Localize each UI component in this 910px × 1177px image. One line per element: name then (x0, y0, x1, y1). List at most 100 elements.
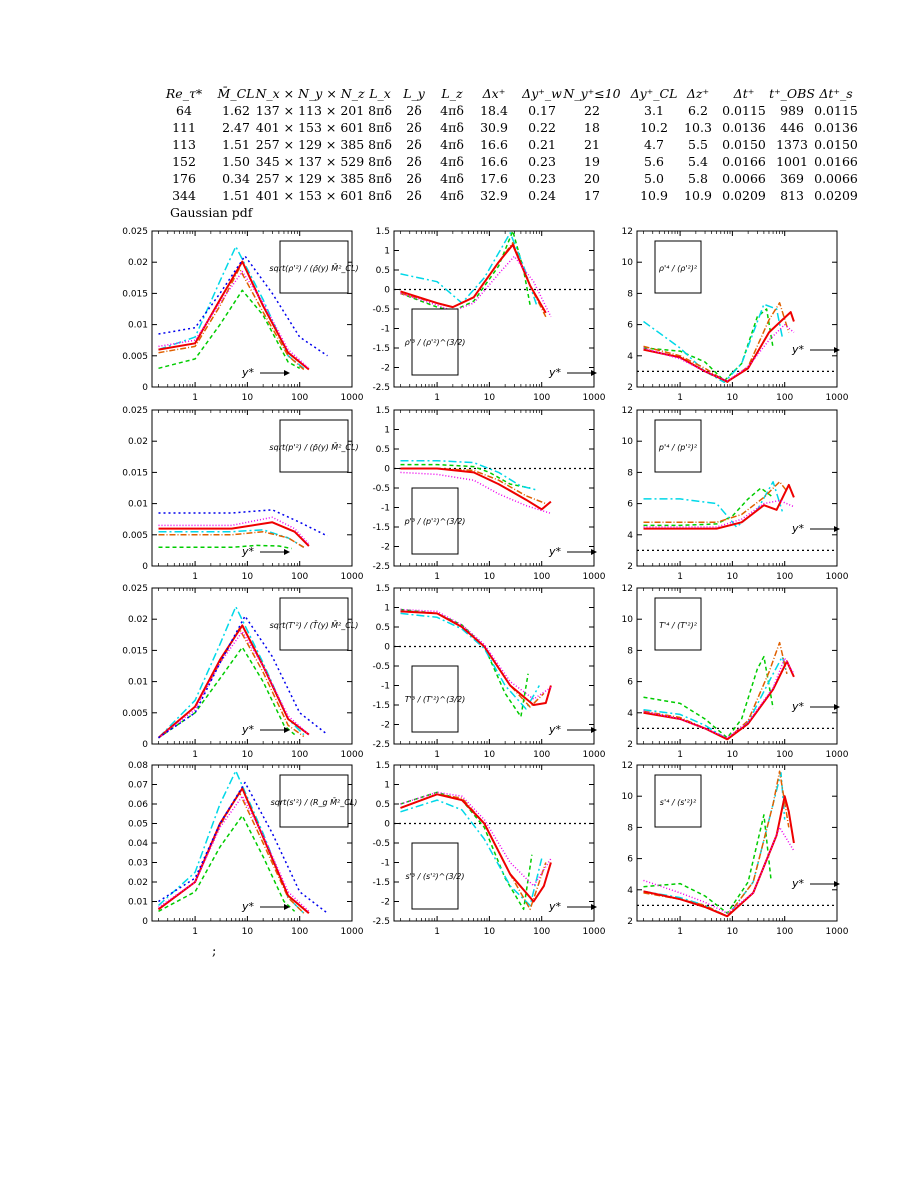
legend-cell: 0.23 (528, 154, 556, 169)
header-ny: N_y⁺≤10 (563, 86, 621, 101)
chart-panel: 1 10 100 1000 -2.5 -2 -1.5 -1 -0.5 0 0.5 1 1.5 ρ'³ / … (372, 227, 605, 403)
x-tick-label: 10 (727, 572, 739, 582)
legend-cell: 0.0166 (814, 154, 858, 169)
y-tick-label: -2 (381, 898, 390, 908)
series-line (643, 481, 784, 528)
x-tick-label: 10 (242, 572, 254, 582)
x-tick-label: 100 (533, 572, 550, 582)
x-tick-label: 100 (291, 572, 308, 582)
y-tick-label: 0.05 (128, 820, 148, 830)
y-star-label: y* (241, 723, 255, 736)
x-tick-label: 1 (192, 572, 198, 582)
y-tick-label: 0.01 (128, 678, 148, 688)
y-tick-label: -2 (381, 543, 390, 553)
y-tick-label: 0.08 (128, 761, 148, 771)
legend-table: Re_τ* M̄_CL N_x × N_y × N_z L_x L_y L_z … (112, 86, 872, 222)
y-tick-label: 0 (384, 820, 390, 830)
plot-frame (151, 587, 353, 745)
series-line (400, 459, 537, 491)
series-line (643, 481, 788, 524)
legend-cell: 10.2 (640, 120, 668, 135)
series-line (400, 608, 552, 700)
y-tick-label: -0.5 (372, 662, 390, 672)
legend-cell: 8πδ (368, 154, 392, 169)
y-tick-label: 0 (142, 917, 148, 927)
x-tick-label: 1 (434, 750, 440, 760)
legend-cell: 22 (584, 103, 600, 118)
y-tick-label: 0.5 (376, 445, 390, 455)
series-line (158, 544, 292, 550)
legend-cell: 0.17 (528, 103, 556, 118)
series-line (158, 509, 328, 537)
y-tick-label: -1.5 (372, 701, 390, 711)
formula-label: sqrt(T'²) / (T̄(y) M̄²_CL) (270, 620, 359, 630)
y-tick-label: 1.5 (376, 227, 390, 237)
legend-cell: 401 × 153 × 601 (255, 120, 365, 135)
y-tick-label: -2 (381, 721, 390, 731)
legend-row: 111 2.47 401 × 153 × 601 8πδ 2δ 4πδ 30.9 0.22 18… (112, 120, 872, 137)
legend-row: 64 1.62 137 × 113 × 201 8πδ 2δ 4πδ 18.4 0.17 22 3… (112, 103, 872, 120)
legend-cell: 137 × 113 × 201 (255, 103, 365, 118)
formula-box (654, 419, 702, 473)
y-tick-label: -0.5 (372, 839, 390, 849)
header-tobs: t⁺_OBS (769, 86, 815, 101)
x-tick-label: 1000 (583, 750, 606, 760)
y-tick-label: 0.005 (122, 709, 148, 719)
formula-box (654, 240, 702, 294)
legend-cell: 1.50 (222, 154, 250, 169)
formula-box (411, 487, 459, 555)
x-tick-label: 100 (776, 750, 793, 760)
y-tick-label: 12 (622, 227, 633, 237)
legend-cell: 8πδ (368, 120, 392, 135)
x-tick-label: 100 (291, 927, 308, 937)
legend-cell: 6.2 (688, 103, 708, 118)
legend-cell: 64 (176, 103, 192, 118)
y-tick-label: 0.015 (122, 289, 148, 299)
legend-row: 344 1.51 401 × 153 × 601 8πδ 2δ 4πδ 32.9 0.24 17… (112, 188, 872, 205)
legend-cell: 2.47 (222, 120, 250, 135)
legend-cell: 0.0115 (814, 103, 858, 118)
y-tick-label: 0.005 (122, 352, 148, 362)
series-line (158, 245, 305, 369)
formula-label: sqrt(ρ'²) / (ρ̄(y) M̄²_CL) (269, 263, 358, 273)
header-re: Re_τ* (165, 86, 203, 101)
header-dz: Δz⁺ (686, 86, 710, 101)
y-tick-label: -2.5 (372, 562, 390, 572)
x-tick-label: 1000 (341, 572, 364, 582)
y-tick-label: 2 (627, 740, 633, 750)
y-star-arrowhead (834, 704, 840, 710)
y-star-arrowhead (591, 370, 597, 376)
legend-cell: 2δ (406, 188, 422, 203)
series-line (400, 793, 552, 903)
legend-rows: 64 1.62 137 × 113 × 201 8πδ 2δ 4πδ 18.4 0.17 22 3… (112, 103, 872, 205)
legend-cell: 0.0066 (722, 171, 766, 186)
chart-panel: 1 10 100 1000 2 4 6 8 10 12 T'⁴ / (T'²)² y* (622, 584, 849, 760)
header-dycl: Δy⁺_CL (630, 86, 678, 101)
series-line (643, 499, 795, 528)
legend-cell: 1.51 (222, 137, 250, 152)
y-tick-label: -1.5 (372, 523, 390, 533)
y-tick-label: 6 (627, 321, 633, 331)
y-star-arrowhead (834, 526, 840, 532)
legend-cell: 4.7 (644, 137, 664, 152)
series-line (400, 241, 547, 318)
series-line (158, 814, 296, 912)
y-star-label: y* (548, 723, 562, 736)
y-tick-label: -1.5 (372, 344, 390, 354)
series-line (643, 655, 774, 739)
legend-cell: 0.24 (528, 188, 556, 203)
legend-cell: 4πδ (440, 137, 464, 152)
chart-panel: 1 10 100 1000 2 4 6 8 10 12 ρ'⁴ / (ρ'²)² y* (622, 227, 849, 403)
series-line (643, 483, 795, 530)
chart-panel: 1 10 100 1000 -2.5 -2 -1.5 -1 -0.5 0 0.5 1 1.5 p'³ / … (372, 406, 605, 582)
y-tick-label: 0 (384, 286, 390, 296)
legend-cell: 2δ (406, 137, 422, 152)
x-tick-label: 10 (242, 750, 254, 760)
chart-panel: 1 10 100 1000 0 0.005 0.01 0.015 0.02 0.025 sqrt(T… (122, 584, 363, 760)
legend-cell: 0.34 (222, 171, 250, 186)
legend-cell: 0.0066 (814, 171, 858, 186)
y-tick-label: 0 (142, 562, 148, 572)
y-star-label: y* (548, 545, 562, 558)
y-tick-label: 1 (384, 781, 390, 791)
legend-cell: 18 (584, 120, 600, 135)
